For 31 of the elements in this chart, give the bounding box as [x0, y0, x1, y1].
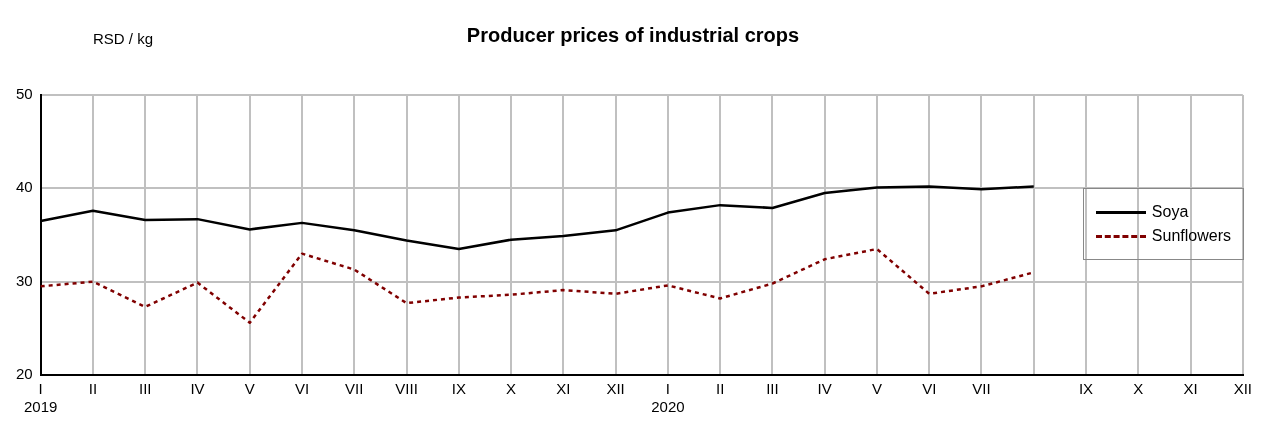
x-tick-label: III [766, 380, 779, 398]
x-tick-label: VII [972, 380, 991, 398]
x-tick-label: IV [817, 380, 832, 398]
x-tick-label: V [871, 380, 882, 398]
x-tick-label: VI [294, 380, 310, 398]
y-tick-label: 30 [16, 271, 33, 289]
y-axis-title: RSD / kg [93, 30, 154, 47]
x-tick-label: I 2020 [651, 380, 685, 416]
x-tick-label: X [506, 380, 517, 398]
x-tick-label: I 2019 [24, 380, 58, 416]
x-tick-label: VIII [395, 380, 418, 398]
y-tick-label: 50 [16, 85, 33, 103]
y-tick-label: 20 [16, 365, 33, 383]
x-tick-label: VI [922, 380, 937, 398]
x-tick-label: V [244, 380, 255, 398]
x-tick-label: XII [606, 380, 625, 398]
legend-label: Soya [1151, 203, 1189, 221]
x-tick-label: II [88, 380, 98, 398]
x-tick-label: VII [345, 380, 364, 398]
x-tick-label: III [138, 380, 152, 398]
x-tick-label: XI [1183, 380, 1198, 398]
y-tick-label: 40 [16, 178, 33, 196]
x-tick-label: IX [451, 380, 466, 398]
x-tick-label: X [1133, 380, 1144, 398]
legend-label: Sunflowers [1151, 227, 1231, 245]
x-tick-label: IX [1078, 380, 1094, 398]
x-tick-label: XI [556, 380, 571, 398]
x-tick-label: IV [190, 380, 205, 398]
x-tick-label: XII [1233, 380, 1252, 398]
chart-title: Producer prices of industrial crops [466, 24, 800, 46]
x-tick-label: II [715, 380, 725, 398]
